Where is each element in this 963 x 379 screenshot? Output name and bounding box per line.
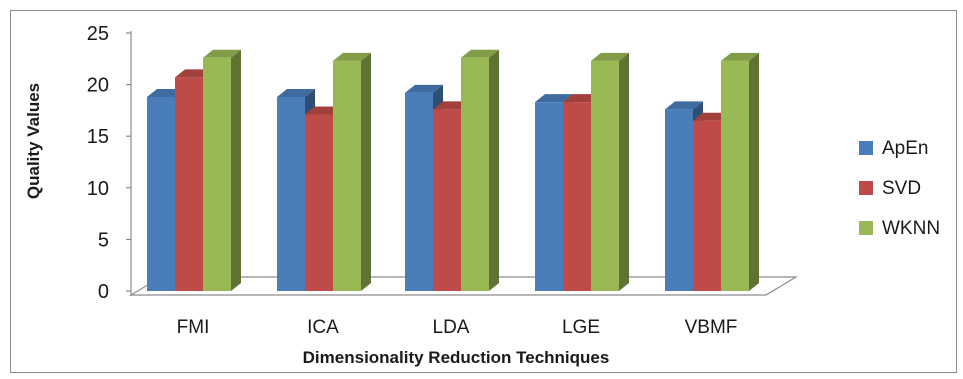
bar-front: [203, 57, 231, 291]
bar-side: [619, 52, 629, 291]
legend-swatch: [859, 181, 873, 195]
legend-swatch: [859, 141, 873, 155]
bar-wknn-ica: [333, 52, 371, 291]
y-tick-label: 5: [98, 229, 109, 251]
bar-top: [405, 84, 443, 93]
bar-front: [591, 60, 619, 291]
bar-front: [721, 60, 749, 291]
y-axis-title: Quality Values: [24, 83, 43, 199]
legend: ApEn SVD WKNN: [859, 138, 940, 239]
bar-side: [231, 49, 241, 291]
bars: [147, 49, 759, 291]
y-tick-label: 10: [87, 178, 109, 200]
legend-item-svd: SVD: [859, 178, 921, 199]
bar-front: [693, 120, 721, 291]
x-tick-label: FMI: [177, 317, 210, 338]
legend-swatch: [859, 221, 873, 235]
x-axis: FMI ICA LDA LGE VBMF: [177, 317, 738, 338]
bar-front: [333, 60, 361, 291]
bar-top: [203, 49, 241, 58]
bar-top: [461, 49, 499, 58]
y-tick-label: 20: [87, 75, 109, 97]
y-tick-label: 25: [87, 23, 109, 45]
x-tick-label: VBMF: [685, 317, 738, 338]
bar-side: [361, 52, 371, 291]
x-tick-label: LDA: [433, 317, 470, 338]
bar-top: [277, 88, 315, 97]
bar-front: [305, 114, 333, 291]
y-tick-label: 15: [87, 126, 109, 148]
bar-top: [665, 101, 703, 110]
bar-top: [591, 52, 629, 61]
x-tick-label: ICA: [307, 317, 339, 338]
legend-label: WKNN: [882, 218, 940, 239]
bar-top: [333, 52, 371, 61]
bar-front: [665, 109, 693, 291]
bar-wknn-fmi: [203, 49, 241, 291]
legend-label: ApEn: [882, 138, 928, 159]
bar-wknn-lda: [461, 49, 499, 291]
chart-frame: 0 5 10 15 20 25 FMI ICA LDA LGE VBMF Quality Valu…: [10, 10, 957, 373]
bar-front: [277, 96, 305, 291]
bar-side: [489, 49, 499, 291]
bar-side: [749, 52, 759, 291]
legend-item-wknn: WKNN: [859, 218, 940, 239]
legend-item-apen: ApEn: [859, 138, 928, 159]
bar-wknn-vbmf: [721, 52, 759, 291]
bar-front: [433, 109, 461, 291]
bar-front: [535, 102, 563, 291]
y-axis: 0 5 10 15 20 25: [87, 23, 132, 303]
bar-front: [405, 92, 433, 291]
x-axis-title: Dimensionality Reduction Techniques: [303, 348, 610, 367]
bar-front: [461, 57, 489, 291]
bar-front: [563, 102, 591, 291]
bar-front: [175, 77, 203, 291]
bar-front: [147, 96, 175, 291]
legend-label: SVD: [882, 178, 921, 199]
bar-top: [535, 94, 573, 103]
x-tick-label: LGE: [562, 317, 600, 338]
bar-wknn-lge: [591, 52, 629, 291]
bar-chart: 0 5 10 15 20 25 FMI ICA LDA LGE VBMF Quality Valu…: [24, 23, 940, 367]
bar-top: [721, 52, 759, 61]
y-tick-label: 0: [98, 281, 109, 303]
